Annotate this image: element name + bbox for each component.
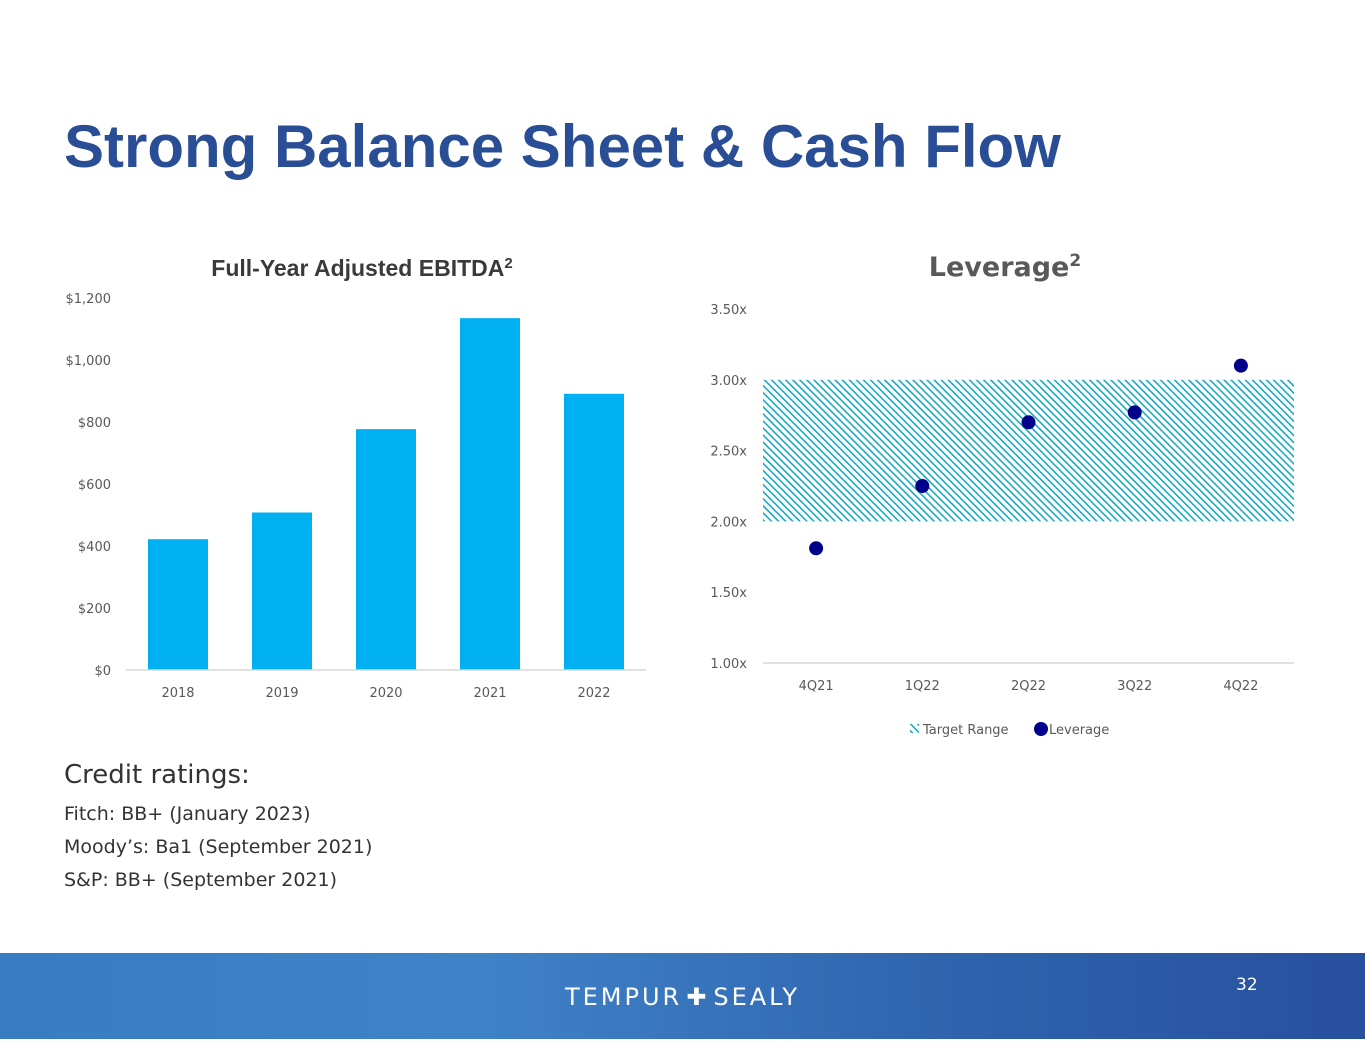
leverage-title-superscript: 2 xyxy=(1069,251,1081,271)
brand-left-text: TEMPUR xyxy=(564,983,683,1011)
ebitda-x-tick-label: 2020 xyxy=(369,686,402,701)
tempur-sealy-logo: TEMPUR ✚ SEALY xyxy=(0,983,1365,1011)
leverage-point-1Q22 xyxy=(915,479,930,493)
ebitda-x-tick-label: 2018 xyxy=(161,686,194,701)
ebitda-title-superscript: 2 xyxy=(504,255,512,272)
ebitda-chart-title: Full-Year Adjusted EBITDA2 xyxy=(211,255,512,281)
leverage-chart-title: Leverage2 xyxy=(929,251,1081,283)
ebitda-x-tick-label: 2022 xyxy=(577,686,610,701)
leverage-point-2Q22 xyxy=(1021,415,1036,430)
credit-ratings: Credit ratings: Fitch: BB+ (January 2023… xyxy=(64,760,372,897)
legend-marker-leverage xyxy=(1034,722,1048,736)
leverage-point-4Q22 xyxy=(1233,358,1248,373)
leverage-x-tick-label: 2Q22 xyxy=(1011,679,1046,694)
leverage-y-tick-label: 2.50x xyxy=(710,445,747,460)
leverage-point-4Q21 xyxy=(809,541,824,556)
legend-swatch-target-range xyxy=(910,724,919,733)
leverage-title-text: Leverage xyxy=(929,252,1070,283)
ebitda-y-tick-label: $800 xyxy=(78,416,111,431)
ebitda-y-tick-label: $0 xyxy=(94,664,111,679)
leverage-point-3Q22 xyxy=(1127,405,1142,420)
rating-sp: S&P: BB+ (September 2021) xyxy=(64,869,338,891)
leverage-y-tick-label: 2.00x xyxy=(710,515,747,530)
ebitda-y-tick-label: $1,200 xyxy=(66,292,112,307)
ebitda-x-tick-label: 2021 xyxy=(473,686,506,701)
leverage-y-tick-label: 3.50x xyxy=(710,303,747,318)
footer-banner: TEMPUR ✚ SEALY 32 xyxy=(0,953,1365,1039)
leverage-x-tick-label: 1Q22 xyxy=(905,679,940,694)
brand-cross-icon: ✚ xyxy=(686,983,710,1011)
ebitda-title-text: Full-Year Adjusted EBITDA xyxy=(211,255,504,281)
ebitda-y-tick-label: $400 xyxy=(78,540,111,555)
rating-fitch: Fitch: BB+ (January 2023) xyxy=(64,803,311,825)
ebitda-bar-2022 xyxy=(564,393,624,670)
rating-moodys: Moody’s: Ba1 (September 2021) xyxy=(64,836,373,858)
ebitda-y-tick-label: $600 xyxy=(78,478,111,493)
ebitda-x-tick-label: 2019 xyxy=(265,686,298,701)
credit-ratings-heading: Credit ratings: xyxy=(64,760,250,790)
leverage-legend: Target Range Leverage xyxy=(910,722,1109,738)
target-range-band xyxy=(763,379,1294,522)
leverage-y-tick-label: 3.00x xyxy=(710,374,747,389)
ebitda-bar-2019 xyxy=(252,512,312,670)
ebitda-y-tick-label: $1,000 xyxy=(66,354,112,369)
leverage-x-tick-label: 3Q22 xyxy=(1117,679,1152,694)
leverage-x-tick-label: 4Q21 xyxy=(799,679,834,694)
leverage-scatter-chart: Leverage2 1.00x1.50x2.00x2.50x3.00x3.50x… xyxy=(710,251,1294,738)
leverage-y-tick-label: 1.50x xyxy=(710,586,747,601)
legend-label-leverage: Leverage xyxy=(1049,723,1109,738)
legend-label-target-range: Target Range xyxy=(922,723,1009,738)
page-title: Strong Balance Sheet & Cash Flow xyxy=(64,113,1061,180)
leverage-x-tick-label: 4Q22 xyxy=(1223,679,1258,694)
ebitda-bar-chart: Full-Year Adjusted EBITDA2 $0 $200 $400 $60… xyxy=(66,255,646,701)
brand-right-text: SEALY xyxy=(713,983,801,1011)
ebitda-bar-2021 xyxy=(460,318,520,670)
page-number: 32 xyxy=(1236,975,1258,995)
ebitda-bar-2018 xyxy=(148,539,208,670)
leverage-y-tick-label: 1.00x xyxy=(710,657,747,672)
ebitda-y-tick-label: $200 xyxy=(78,602,111,617)
ebitda-bar-2020 xyxy=(356,429,416,670)
